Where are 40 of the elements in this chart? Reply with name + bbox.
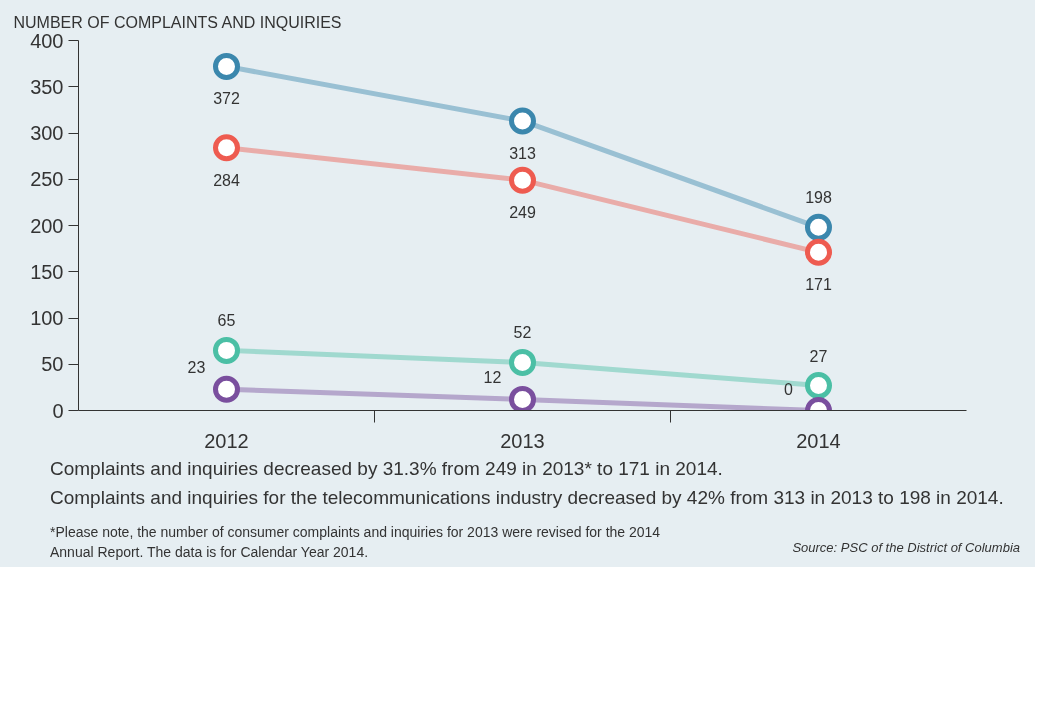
text: Complaints and inquiries decreased by 31.3% from 249 in 2013* to 171 in 2014.	[50, 457, 724, 481]
data-label: 198	[805, 189, 832, 207]
data-label: 23	[187, 359, 206, 377]
point	[213, 134, 240, 162]
data-label: 27	[809, 347, 828, 365]
source-note: Source: PSC of the District of Columbia	[792, 540, 1020, 555]
y-tick-label: 100	[30, 307, 64, 329]
point	[509, 348, 536, 376]
point	[509, 385, 536, 411]
y-tick-label: 0	[52, 399, 64, 422]
data-label: 372	[213, 90, 240, 108]
point	[509, 166, 536, 194]
y-tick-label: 400	[30, 29, 64, 52]
y-tick-label: 300	[30, 122, 64, 144]
x-tick-label: 2013	[500, 429, 545, 452]
data-label: 171	[805, 276, 832, 294]
point	[805, 372, 832, 399]
y-tick-label: 350	[30, 75, 64, 98]
point	[213, 336, 240, 364]
data-label: 12	[483, 369, 502, 387]
y-axis-title: NUMBER OF COMPLAINTS AND INQUIRIES	[13, 13, 342, 31]
y-tick-label: 250	[30, 168, 64, 191]
point	[213, 52, 240, 80]
text: Complaints and inquiries for the telecommunications industry decreased by 42% from 313 in 2013 to 198 in 2014.	[50, 485, 1004, 510]
data-label: 0	[784, 380, 794, 398]
y-tick-label: 200	[30, 214, 64, 237]
data-label: 313	[509, 144, 536, 162]
data-label: 284	[213, 171, 240, 189]
text: *Please note, the number of consumer complaints and inquiries for 2013 were revised for the 2014 Annual Report. The data is for Calendar Year 2014.	[50, 523, 662, 562]
point	[213, 375, 240, 403]
data-label: 249	[509, 204, 536, 222]
y-tick-label: 50	[41, 353, 64, 376]
y-tick-label: 150	[30, 260, 64, 283]
point	[805, 238, 832, 266]
point	[509, 107, 536, 135]
x-tick-label: 2012	[204, 429, 249, 452]
point	[805, 213, 832, 241]
data-label: 52	[513, 324, 532, 342]
data-label: 65	[217, 312, 236, 330]
x-tick-label: 2014	[796, 429, 841, 452]
